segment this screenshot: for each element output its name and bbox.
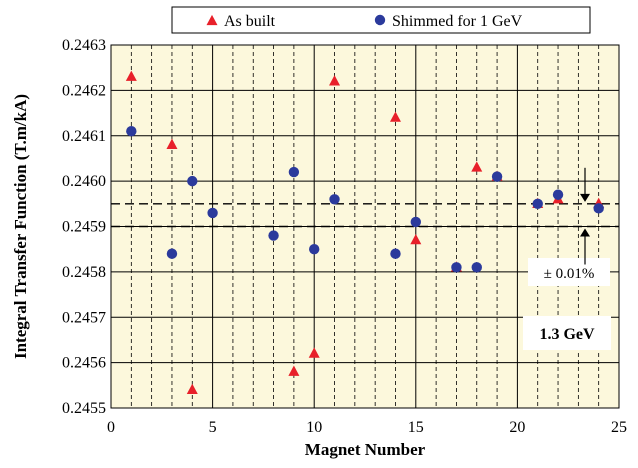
shimmed-point <box>166 248 178 259</box>
y-tick-label: 0.2457 <box>62 309 106 326</box>
shimmed-point <box>288 166 300 178</box>
as-built-point <box>125 70 137 81</box>
legend-as-built-marker <box>206 14 218 26</box>
y-tick-label: 0.2456 <box>62 355 106 372</box>
y-axis-title: Integral Transfer Function (T.m/kA) <box>11 94 30 359</box>
y-tick-labels: 0.2455 0.2456 0.2457 0.2458 0.2459 0.2460 0.24… <box>62 37 106 417</box>
y-tick-label: 0.2463 <box>62 37 106 54</box>
shimmed-point <box>126 126 137 137</box>
x-tick-labels: 0 5 10 15 20 25 <box>107 419 627 436</box>
as-built-point <box>288 365 300 376</box>
legend-as-built-label: As built <box>224 13 276 30</box>
shimmed-point <box>491 171 503 182</box>
shimmed-point <box>390 248 401 259</box>
x-tick-label: 25 <box>611 419 627 436</box>
y-tick-label: 0.2459 <box>62 219 106 236</box>
energy-label-box <box>523 316 611 350</box>
x-axis-title: Magnet Number <box>305 440 426 459</box>
shimmed-point <box>329 194 340 205</box>
y-tick-label: 0.2458 <box>62 264 106 281</box>
data-points <box>125 70 605 395</box>
y-tick-label: 0.2461 <box>62 128 106 145</box>
x-tick-label: 5 <box>209 419 217 436</box>
as-built-point <box>308 347 320 358</box>
x-tick-label: 15 <box>408 419 424 436</box>
tolerance-label-box <box>528 258 610 286</box>
x-tick-label: 0 <box>107 419 115 436</box>
tolerance-label: ± 0.01% <box>544 266 595 282</box>
x-tick-label: 10 <box>306 419 322 436</box>
as-built-point <box>329 75 341 86</box>
arrow-up-head <box>580 228 590 237</box>
legend-shimmed-label: Shimmed for 1 GeV <box>392 13 523 30</box>
shimmed-point <box>532 198 543 210</box>
x-tick-label: 20 <box>509 419 525 436</box>
y-tick-label: 0.2455 <box>62 400 106 417</box>
shimmed-point <box>309 243 320 255</box>
as-built-point <box>389 111 401 122</box>
shimmed-point <box>552 189 564 200</box>
legend-shimmed-marker <box>374 14 386 26</box>
shimmed-point <box>471 262 482 273</box>
annotations: ± 0.01% 1.3 GeV <box>523 167 611 350</box>
shimmed-point <box>451 262 462 273</box>
as-built-point <box>186 383 198 395</box>
plot-frame <box>110 44 620 409</box>
legend: As built Shimmed for 1 GeV <box>171 6 591 34</box>
y-tick-label: 0.2460 <box>62 173 106 190</box>
shimmed-point <box>593 203 604 214</box>
arrow-down-head <box>580 193 590 202</box>
as-built-point <box>410 233 422 245</box>
as-built-point <box>471 161 483 172</box>
shimmed-point <box>268 230 279 241</box>
shimmed-point <box>207 207 218 219</box>
y-tick-label: 0.2462 <box>62 82 106 99</box>
shimmed-point <box>410 216 421 228</box>
as-built-point <box>166 138 178 149</box>
energy-label: 1.3 GeV <box>539 326 595 343</box>
shimmed-point <box>187 175 198 187</box>
tolerance-arrows <box>580 167 590 265</box>
